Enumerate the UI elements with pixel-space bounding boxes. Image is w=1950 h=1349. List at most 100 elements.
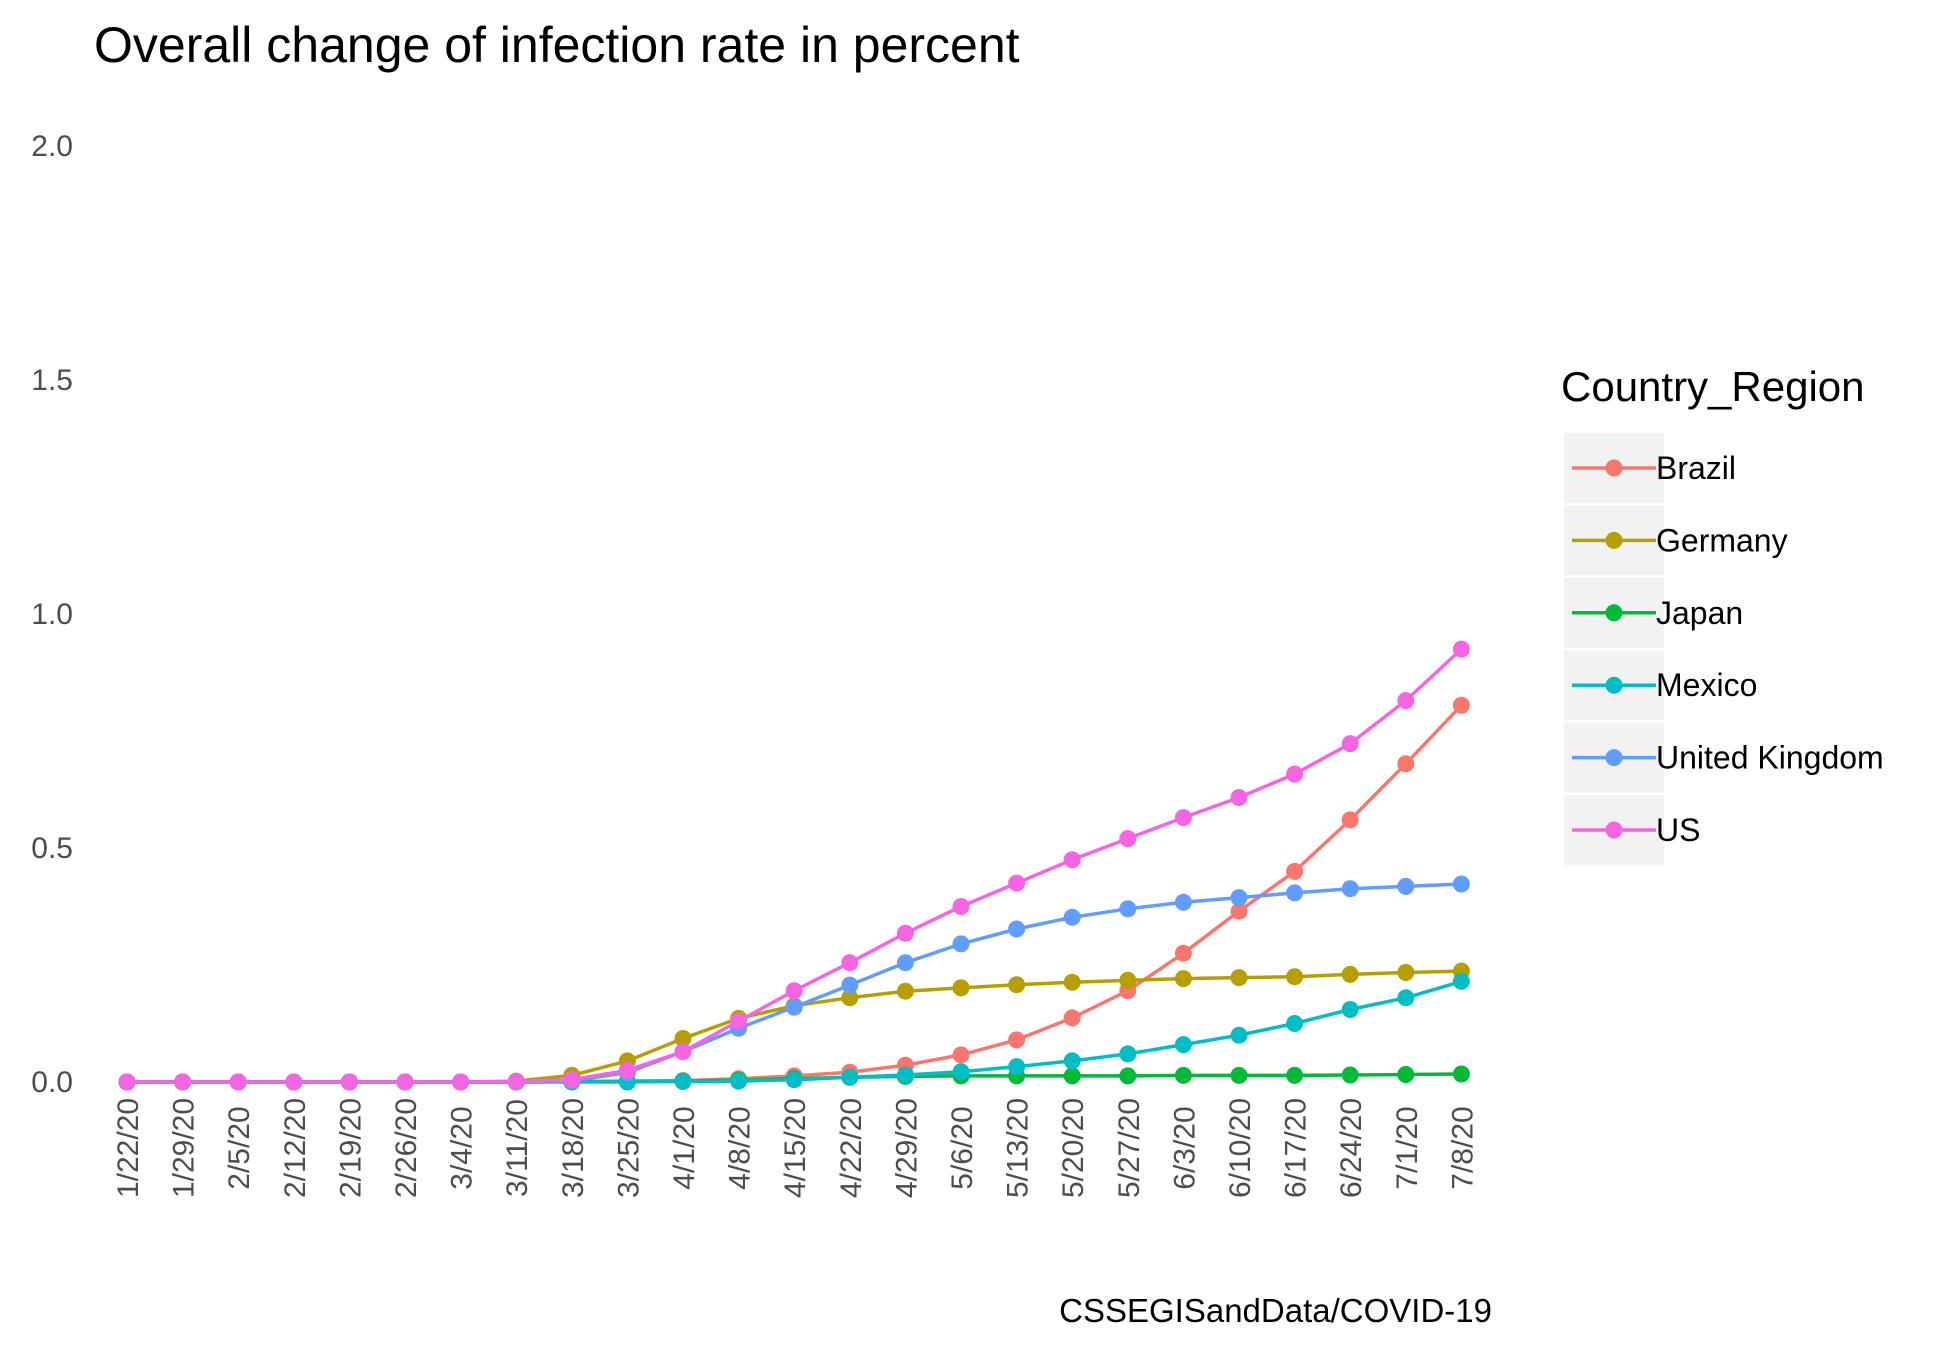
y-tick-label: 1.5: [31, 364, 73, 397]
y-tick-label: 1.0: [31, 598, 73, 631]
data-point: [1119, 971, 1137, 989]
data-point: [1286, 765, 1304, 783]
data-point: [896, 982, 914, 1000]
data-point: [730, 1012, 748, 1030]
x-tick-label: 2/12/20: [279, 1098, 312, 1198]
data-point: [1452, 1065, 1470, 1083]
x-tick-label: 3/4/20: [446, 1106, 479, 1189]
data-point: [1174, 1036, 1192, 1054]
data-point: [1174, 809, 1192, 827]
data-point: [1341, 880, 1359, 898]
data-point: [118, 1073, 136, 1091]
x-tick-label: 4/15/20: [779, 1098, 812, 1198]
data-point: [1286, 884, 1304, 902]
x-tick-label: 6/3/20: [1168, 1106, 1201, 1189]
data-point: [174, 1073, 192, 1091]
data-point: [1397, 964, 1415, 981]
data-point: [952, 1063, 970, 1081]
y-tick-label: 0.0: [31, 1066, 73, 1099]
data-point: [1008, 1031, 1026, 1049]
legend-key-point: [1605, 531, 1623, 549]
x-tick-label: 3/25/20: [612, 1098, 645, 1198]
data-point: [674, 1030, 692, 1047]
series-group: [118, 640, 1470, 1091]
data-point: [896, 924, 914, 942]
data-point: [1008, 976, 1026, 994]
data-point: [229, 1073, 247, 1091]
data-point: [1397, 755, 1415, 773]
data-point: [1174, 893, 1192, 911]
y-tick-label: 2.0: [31, 130, 73, 163]
x-tick-label: 4/1/20: [668, 1106, 701, 1189]
y-axis: 0.0 0.5 1.0 1.5 2.0: [31, 130, 73, 1099]
data-point: [1230, 889, 1248, 907]
data-point: [952, 898, 970, 915]
data-point: [1063, 908, 1081, 926]
data-point: [785, 982, 803, 1000]
data-point: [1452, 875, 1470, 893]
legend-item: Japan: [1564, 577, 1743, 648]
legend-label: Germany: [1656, 522, 1788, 558]
data-point: [674, 1073, 692, 1090]
x-tick-label: 1/29/20: [168, 1098, 201, 1198]
legend-item: Brazil: [1564, 433, 1736, 503]
data-point: [452, 1073, 470, 1091]
data-point: [1008, 920, 1026, 938]
x-tick-label: 5/20/20: [1057, 1098, 1090, 1198]
data-point: [785, 998, 803, 1016]
data-point: [730, 1072, 748, 1090]
x-tick-label: 2/5/20: [223, 1106, 256, 1189]
x-tick-label: 6/24/20: [1335, 1098, 1368, 1198]
legend-label: US: [1656, 812, 1700, 848]
data-point: [1286, 1015, 1304, 1032]
chart-title: Overall change of infection rate in perc…: [94, 17, 1020, 73]
data-point: [896, 1066, 914, 1084]
x-tick-label: 3/18/20: [557, 1098, 590, 1198]
x-tick-label: 5/27/20: [1113, 1098, 1146, 1198]
data-point: [896, 954, 914, 972]
data-point: [507, 1073, 525, 1090]
data-point: [1230, 1066, 1248, 1084]
data-point: [1452, 696, 1470, 714]
data-point: [1397, 877, 1415, 895]
plot-area: [118, 640, 1470, 1091]
data-point: [1008, 874, 1026, 892]
data-point: [841, 989, 859, 1007]
x-tick-label: 6/17/20: [1280, 1098, 1313, 1198]
x-tick-label: 5/13/20: [1002, 1098, 1035, 1198]
series-line: [127, 704, 1463, 1084]
data-point: [841, 1068, 859, 1086]
legend-label: Mexico: [1656, 667, 1757, 703]
data-point: [1063, 1009, 1081, 1027]
data-point: [1119, 900, 1137, 918]
data-point: [618, 1061, 636, 1079]
legend-label: Brazil: [1656, 450, 1736, 486]
legend-label: Japan: [1656, 595, 1743, 631]
data-point: [1174, 970, 1192, 988]
x-tick-label: 4/22/20: [835, 1098, 868, 1198]
data-point: [1230, 789, 1248, 806]
legend-key-point: [1605, 604, 1623, 622]
data-point: [1174, 944, 1192, 962]
x-tick-label: 4/8/20: [724, 1106, 757, 1189]
x-axis: 1/22/20 1/29/20 2/5/20 2/12/20 2/19/20 2/26/2…: [112, 1098, 1479, 1198]
x-tick-label: 3/11/20: [501, 1099, 534, 1197]
data-point: [1230, 902, 1248, 920]
data-point: [841, 954, 859, 972]
data-point: [563, 1071, 581, 1089]
data-point: [1063, 1052, 1081, 1070]
x-tick-label: 2/19/20: [334, 1098, 367, 1198]
x-tick-label: 1/22/20: [112, 1098, 145, 1198]
data-point: [1341, 1001, 1359, 1018]
data-point: [1230, 969, 1248, 987]
data-point: [1063, 973, 1081, 991]
data-point: [1452, 640, 1470, 658]
legend-item: Germany: [1564, 505, 1788, 576]
data-point: [1063, 1067, 1081, 1085]
data-point: [1063, 851, 1081, 869]
data-point: [1230, 1026, 1248, 1044]
legend: Country_Region Brazil Germany Japan Mexico U…: [1561, 363, 1884, 865]
legend-key-point: [1605, 749, 1623, 767]
data-point: [1397, 989, 1415, 1007]
legend-item: Mexico: [1564, 650, 1757, 721]
